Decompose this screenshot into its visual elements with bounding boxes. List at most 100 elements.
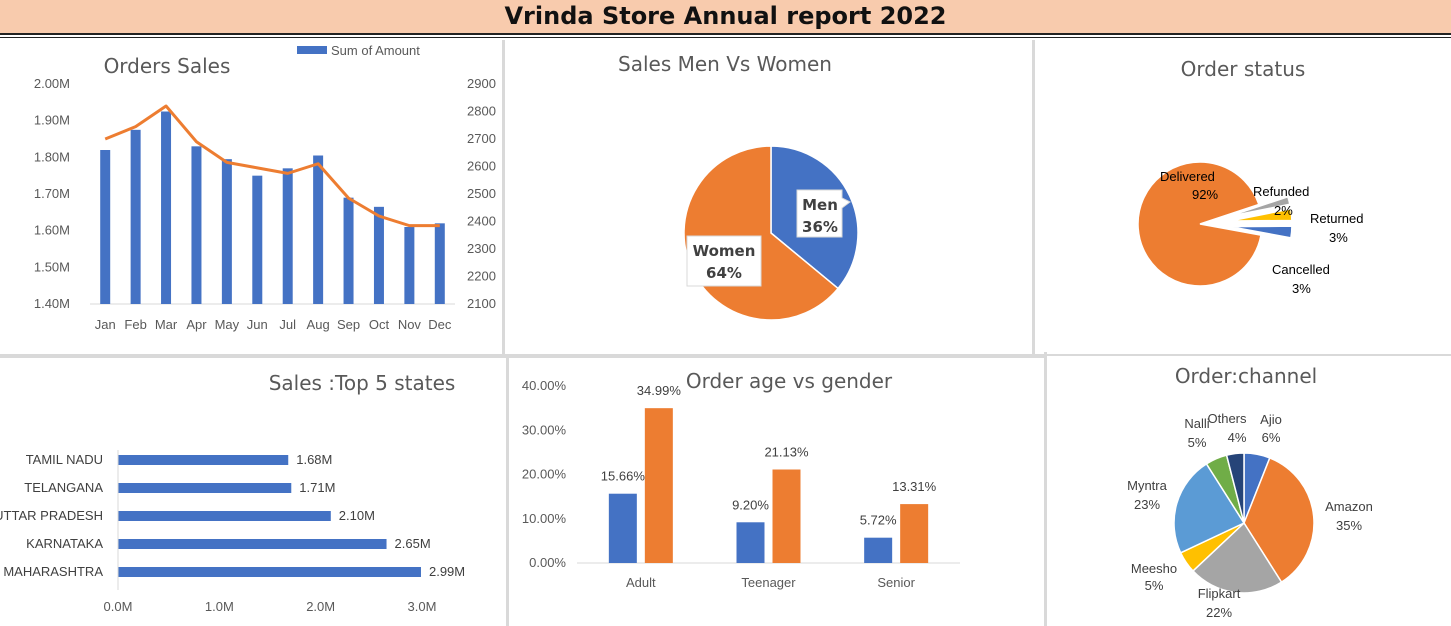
bar	[864, 537, 893, 563]
bar	[900, 504, 929, 563]
pie-slice-delivered	[1137, 161, 1262, 287]
slice-label-value: 2%	[1274, 203, 1293, 218]
x-tick-label: Jun	[247, 317, 268, 332]
y-tick-label: 30.00%	[522, 422, 567, 437]
orders-line	[104, 104, 440, 228]
x-tick-label: Jan	[95, 317, 116, 332]
x-tick-label: May	[215, 317, 240, 332]
slice-label-name: Amazon	[1325, 499, 1373, 514]
data-label: 15.66%	[601, 469, 646, 484]
bar	[644, 408, 673, 563]
chart-title: Orders Sales	[104, 54, 231, 78]
y-tick-label: 2.00M	[34, 76, 70, 91]
value-label: 2.10M	[339, 508, 375, 523]
x-tick-label: 1.0M	[205, 599, 234, 614]
bar	[161, 111, 172, 304]
top5-states-chart: Sales :Top 5 states TAMIL NADU 1.68M TELANG…	[0, 371, 465, 614]
bar	[343, 197, 354, 304]
separator	[506, 358, 509, 626]
x-tick-label: Teenager	[741, 575, 796, 590]
slice-label-men-value: 36%	[802, 218, 838, 236]
top5-states-panel: Sales :Top 5 states TAMIL NADU 1.68M TELANG…	[0, 358, 506, 626]
slice-label-value: 3%	[1329, 230, 1348, 245]
pie-slice-returned	[1229, 208, 1293, 222]
bar	[373, 206, 384, 304]
x-tick-label: Mar	[155, 317, 178, 332]
slice-label-name: Delivered	[1160, 169, 1215, 184]
x-tick-label: Adult	[626, 575, 656, 590]
slice-label-value: 35%	[1336, 518, 1362, 533]
bar	[282, 168, 293, 304]
data-label: 34.99%	[637, 383, 682, 398]
slice-label-name: Meesho	[1131, 561, 1177, 576]
bar	[772, 469, 801, 563]
pie-slice-others	[1225, 452, 1245, 524]
slice-label-women-name: Women	[693, 242, 756, 260]
bar	[100, 150, 111, 304]
slice-label-name: Returned	[1310, 211, 1363, 226]
y-tick-label: 1.80M	[34, 149, 70, 164]
x-tick-label: Sep	[337, 317, 360, 332]
x-tick-label: Feb	[124, 317, 146, 332]
slice-label-value: 23%	[1134, 497, 1160, 512]
bar	[191, 146, 202, 304]
bar	[404, 227, 415, 304]
y2-tick-label: 2400	[467, 214, 496, 229]
y-tick-label: 1.90M	[34, 113, 70, 128]
slice-label-men-name: Men	[802, 196, 838, 214]
value-label: 1.68M	[296, 452, 332, 467]
separator	[0, 354, 1451, 358]
order-age-gender-chart: Order age vs gender 0.00% 10.00% 20.00% 30.0…	[522, 369, 960, 590]
category-label: TAMIL NADU	[26, 452, 103, 467]
y-tick-label: 1.60M	[34, 223, 70, 238]
slice-label-women-value: 64%	[706, 264, 742, 282]
sales-men-women-chart: Sales Men Vs Women Men 36% Women 64%	[618, 52, 859, 321]
y2-tick-label: 2500	[467, 186, 496, 201]
slice-label-value: 3%	[1292, 281, 1311, 296]
bar	[118, 567, 421, 577]
chart-title: Sales :Top 5 states	[269, 371, 456, 395]
bar	[252, 175, 263, 304]
y-tick-label: 1.50M	[34, 259, 70, 274]
chart-title: Order age vs gender	[686, 369, 893, 393]
x-tick-label: Aug	[307, 317, 330, 332]
banner-divider	[0, 37, 1451, 38]
y-tick-label: 20.00%	[522, 467, 567, 482]
slice-label-value: 5%	[1145, 578, 1164, 593]
y2-tick-label: 2900	[467, 76, 496, 91]
value-label: 1.71M	[299, 480, 335, 495]
y2-tick-label: 2100	[467, 296, 496, 311]
chart-title: Sales Men Vs Women	[618, 52, 832, 76]
slice-label-value: 6%	[1262, 430, 1281, 445]
x-tick-label: Oct	[369, 317, 390, 332]
chart-title: Order status	[1181, 57, 1306, 81]
pie-slice-flipkart	[1191, 521, 1283, 594]
order-channel-panel: Order:channel Ajio 6% Amazon 35% Flipkart 22% M…	[1047, 356, 1451, 626]
value-label: 2.65M	[395, 536, 431, 551]
x-tick-label: Apr	[186, 317, 207, 332]
data-label: 13.31%	[892, 479, 937, 494]
slice-label-value: 5%	[1188, 435, 1207, 450]
y2-tick-label: 2600	[467, 159, 496, 174]
data-label: 21.13%	[764, 444, 809, 459]
slice-label-name: Ajio	[1260, 412, 1282, 427]
category-label: TELANGANA	[24, 480, 103, 495]
category-label: KARNATAKA	[26, 536, 103, 551]
slice-label-name: Others	[1207, 411, 1247, 426]
slice-label-name: Refunded	[1253, 184, 1309, 199]
bar	[608, 493, 637, 563]
legend-label: Sum of Amount	[331, 43, 420, 58]
y-tick-label: 0.00%	[529, 555, 566, 570]
slice-label-name: Cancelled	[1272, 262, 1330, 277]
pie-slice-refunded	[1228, 195, 1291, 218]
separator	[1044, 352, 1047, 626]
bar	[118, 539, 387, 549]
slice-label-name: Flipkart	[1198, 586, 1241, 601]
bar	[313, 155, 324, 304]
bar	[130, 129, 141, 304]
y-tick-label: 1.70M	[34, 186, 70, 201]
category-label: UTTAR PRADESH	[0, 508, 103, 523]
chart-title: Order:channel	[1175, 364, 1317, 388]
y2-tick-label: 2300	[467, 241, 496, 256]
data-label: 9.20%	[732, 497, 769, 512]
